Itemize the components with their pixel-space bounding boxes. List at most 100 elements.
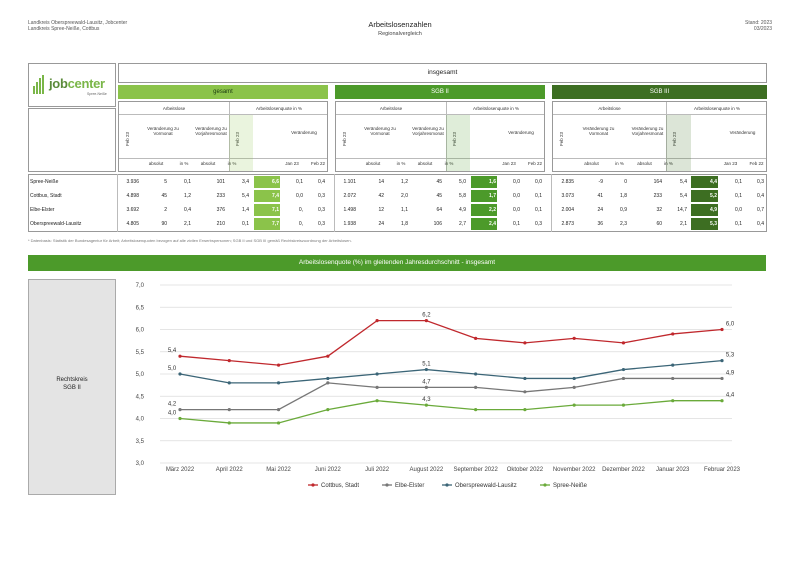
table-cell: 7,1 <box>272 207 279 213</box>
change-label: Veränderung <box>291 130 317 135</box>
data-point <box>178 416 182 421</box>
header-table-g3: Arbeitslose Arbeitslosenquote in % Feb 23 F… <box>552 101 767 172</box>
table-cell: 6,6 <box>272 179 279 185</box>
data-point <box>375 399 379 403</box>
table-cell: 5,4 <box>242 193 249 199</box>
table-cell: 45 <box>436 179 442 185</box>
rate-highlight-cell <box>254 176 280 188</box>
x-tick-label: Februar 2023 <box>704 467 741 473</box>
y-tick-label: 4,0 <box>136 417 145 423</box>
table-cell: 1,6 <box>489 179 496 185</box>
table-cell: 5,2 <box>710 193 717 199</box>
y-tick-label: 5,5 <box>136 350 145 356</box>
legend-label: Spree-Neiße <box>553 483 588 489</box>
body-frame <box>28 174 767 232</box>
band-gesamt: gesamt <box>118 85 328 99</box>
table-cell: 106 <box>433 221 442 227</box>
data-point <box>523 376 527 381</box>
data-point <box>572 376 576 381</box>
subheader-absolut: absolut <box>200 161 216 166</box>
data-point <box>720 376 724 381</box>
rate-highlight-cell <box>691 218 718 230</box>
data-point <box>326 354 330 358</box>
table-cell: 2,2 <box>489 207 496 213</box>
legend-label: Oberspreewald-Lausitz <box>455 483 517 489</box>
row-label: Oberspreewald-Lausitz <box>30 221 82 227</box>
table-cell: 1,4 <box>242 207 249 213</box>
x-tick-label: Juni 2022 <box>315 467 342 473</box>
subheader-absolut: absolut <box>417 161 433 166</box>
table-cell: 0,4 <box>757 193 764 199</box>
table-cell: 0,7 <box>757 207 764 213</box>
header-left-line2: Landkreis Spree-Neiße, Cottbus <box>28 26 100 32</box>
table-cell: 0,1 <box>735 221 742 227</box>
data-point <box>720 359 724 363</box>
data-point <box>178 354 182 358</box>
change-prev-month-label: Veränderung zu Vormonat <box>147 126 179 136</box>
table-cell: 2.004 <box>561 207 574 213</box>
data-point <box>621 403 626 407</box>
data-point <box>375 385 379 389</box>
data-point <box>276 381 281 385</box>
table-cell: 1,7 <box>489 193 496 199</box>
data-label: 4,2 <box>168 402 177 408</box>
data-point <box>375 319 379 323</box>
subheader-jan23: Jan 23 <box>285 161 299 166</box>
data-label: 5,4 <box>168 348 177 354</box>
table-cell: 7,7 <box>272 221 279 227</box>
table-cell: 101 <box>216 179 225 185</box>
table-cell: 1,2 <box>401 179 408 185</box>
data-point <box>276 421 281 425</box>
data-point <box>375 372 379 376</box>
header-right: Stand: 2023 03/2023 <box>745 20 772 32</box>
x-tick-label: November 2022 <box>553 467 596 473</box>
page-title: Arbeitslosenzahlen <box>368 20 432 29</box>
table-cell: 0,0 <box>535 179 542 185</box>
data-point <box>424 319 428 323</box>
table-cell: 0,4 <box>184 207 191 213</box>
table-cell: 3.073 <box>561 193 574 199</box>
legend-marker <box>445 483 449 487</box>
legend-marker <box>311 483 315 487</box>
data-point <box>474 385 478 389</box>
group-header-arbeitslose: Arbeitslose <box>379 106 403 111</box>
data-point <box>621 341 626 345</box>
rate-highlight-cell <box>471 176 497 188</box>
group-header-arbeitslose: Arbeitslose <box>162 106 186 111</box>
x-tick-label: Juli 2022 <box>365 467 390 473</box>
table-cell: 0,4 <box>318 179 325 185</box>
table-cell: 14,7 <box>677 207 687 213</box>
data-point <box>523 408 527 412</box>
x-tick-label: März 2022 <box>166 467 195 473</box>
table-cell: 60 <box>656 221 662 227</box>
table-cell: 5,4 <box>680 193 687 199</box>
table-cell: 36 <box>597 221 603 227</box>
table-cell: 0,3 <box>318 221 325 227</box>
table-cell: 0,3 <box>757 179 764 185</box>
table-cell: 2.835 <box>561 179 574 185</box>
header-table-g1: Arbeitslose Arbeitslosenquote in % Feb 23 F… <box>118 101 328 172</box>
table-cell: 1.101 <box>343 179 356 185</box>
legend-label: Elbe-Elster <box>395 483 424 489</box>
table-cell: 12 <box>378 207 384 213</box>
header-left: Landkreis Oberspreewald-Lausitz, Jobcent… <box>28 20 127 32</box>
x-tick-label: Mai 2022 <box>266 467 291 473</box>
data-point <box>276 363 281 367</box>
group-divider <box>551 174 552 232</box>
row-label: Cottbus, Stadt <box>30 193 62 199</box>
change-prev-year-label: Veränderung zu Vorjahresmonat <box>631 126 664 136</box>
table-cell: 210 <box>216 221 225 227</box>
header-table-g2: Arbeitslose Arbeitslosenquote in % Feb 23 F… <box>335 101 545 172</box>
data-point <box>572 336 576 340</box>
data-point <box>720 399 724 403</box>
header-divider <box>336 114 544 115</box>
side-label-box: Rechtskreis SGB II <box>28 279 116 495</box>
table-cell: 2,0 <box>401 193 408 199</box>
change-prev-month-label: Veränderung zu Vormonat <box>364 126 396 136</box>
month-label: Feb 23 <box>342 132 347 147</box>
table-cell: 2 <box>164 207 167 213</box>
group-header-quote: Arbeitslosenquote in % <box>693 106 741 111</box>
table-cell: 41 <box>597 193 603 199</box>
data-point <box>474 336 478 340</box>
table-cell: 24 <box>597 207 603 213</box>
